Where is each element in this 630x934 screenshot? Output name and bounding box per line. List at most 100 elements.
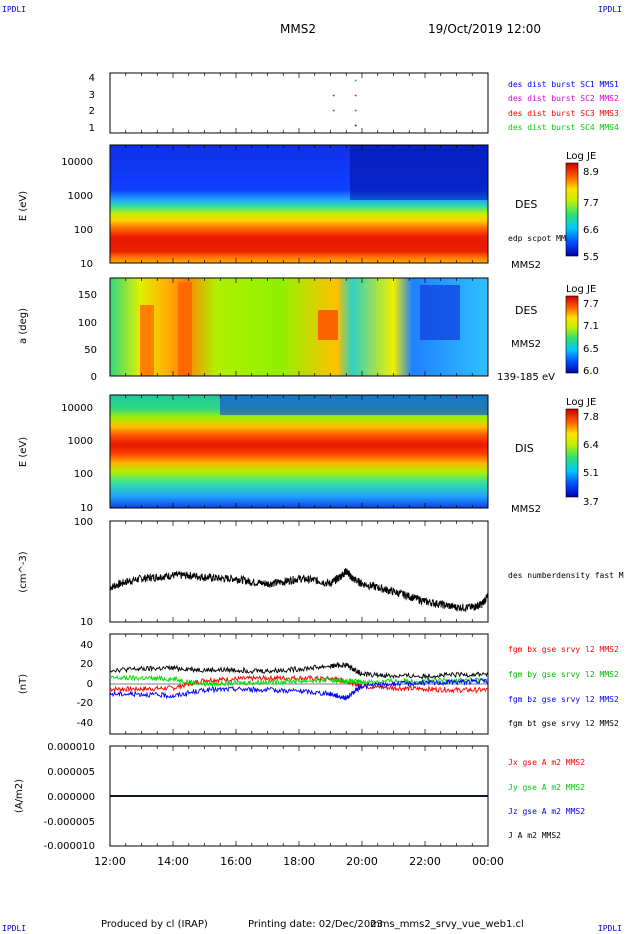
current-ytick: 0.000005 [47, 767, 95, 778]
des-pitch-hot-band [178, 282, 192, 376]
density-ylabel: (cm^-3) [18, 551, 29, 592]
des-energy-panel: 10000 1000 100 10 E (eV) DES edp scpot M… [18, 144, 599, 271]
des-pitch-cold-region [420, 285, 460, 340]
legend-burst-mms1: des dist burst SC1 MMS1 [508, 80, 619, 89]
burst-ytick: 1 [89, 123, 95, 134]
des-energy-ytick: 100 [74, 225, 93, 236]
current-ytick: 0.000010 [47, 742, 95, 753]
bfield-ylabel: (nT) [18, 674, 29, 694]
des-pitch-spacecraft: MMS2 [511, 339, 541, 350]
bfield-ytick: 40 [80, 640, 93, 651]
dis-energy-low-flux [220, 395, 488, 415]
dis-energy-colorbar [565, 408, 579, 498]
legend-bx: fgm bx gse srvy l2 MMS2 [508, 645, 619, 654]
density-ytick: 100 [74, 517, 93, 528]
des-pitch-panel: 150 100 50 0 a (deg) DES MMS2 139-185 eV… [18, 277, 599, 383]
legend-burst-mms2: des dist burst SC2 MMS2 [508, 94, 619, 103]
time-tick-label: 20:00 [346, 855, 378, 868]
des-energy-dark-region [350, 145, 488, 200]
des-pitch-ytick: 50 [84, 345, 97, 356]
des-pitch-cbar-title: Log JE [566, 284, 596, 295]
dis-energy-ytick: 1000 [68, 436, 93, 447]
des-pitch-energy-range: 139-185 eV [497, 372, 555, 383]
des-pitch-ytick: 0 [91, 372, 97, 383]
des-pitch-cbar-tick: 6.5 [583, 344, 599, 355]
dis-energy-ytick: 100 [74, 469, 93, 480]
burst-ytick: 2 [89, 106, 95, 117]
dis-energy-cbar-tick: 7.8 [583, 412, 599, 423]
time-tick-label: 22:00 [409, 855, 441, 868]
des-pitch-hot-band [140, 305, 154, 376]
des-pitch-hot-band [318, 310, 338, 340]
legend-j: J A m2 MMS2 [508, 831, 561, 840]
des-energy-cbar-tick: 7.7 [583, 198, 599, 209]
series-line [109, 661, 489, 680]
des-energy-instrument: DES [515, 198, 537, 211]
corner-mark-bottom-right: IPDLI [597, 924, 622, 933]
des-energy-ytick: 10 [80, 259, 93, 270]
current-ylabel: (A/m2) [14, 779, 25, 813]
series-line [109, 677, 489, 701]
footer-filename: mms_mms2_srvy_vue_web1.cl [370, 919, 524, 930]
legend-jx: Jx gse A m2 MMS2 [508, 758, 585, 767]
dis-energy-cbar-title: Log JE [566, 397, 596, 408]
burst-point [332, 94, 335, 97]
des-pitch-ytick: 150 [78, 290, 97, 301]
des-energy-spacecraft: MMS2 [511, 260, 541, 271]
time-tick-label: 16:00 [220, 855, 252, 868]
des-pitch-cbar-tick: 7.1 [583, 321, 599, 332]
dis-energy-ytick: 10000 [61, 403, 93, 414]
legend-burst-mms3: des dist burst SC3 MMS3 [508, 109, 619, 118]
des-energy-cbar-title: Log JE [566, 151, 596, 162]
corner-mark-bottom-left: IPDLI [2, 924, 27, 933]
legend-burst-mms4: des dist burst SC4 MMS4 [508, 123, 619, 132]
density-ytick: 10 [80, 617, 93, 628]
des-energy-overlay-label: edp scpot MMS2 [508, 234, 576, 243]
des-energy-cbar-tick: 5.5 [583, 252, 599, 263]
bfield-ytick: -20 [77, 698, 93, 709]
des-pitch-ytick: 100 [78, 318, 97, 329]
dis-energy-panel: 10000 1000 100 10 E (eV) DIS MMS2 Log JE… [18, 394, 599, 515]
bfield-ytick: 0 [87, 679, 93, 690]
spacecraft-title: MMS2 [280, 22, 316, 36]
time-axis: 12:00 14:00 16:00 18:00 20:00 22:00 00:0… [94, 73, 504, 868]
burst-point [354, 124, 357, 127]
des-pitch-ylabel: a (deg) [18, 308, 29, 344]
current-ytick: -0.000010 [44, 841, 95, 852]
density-panel: 100 10 (cm^-3) des numberdensity fast M [18, 517, 624, 628]
time-tick-label: 18:00 [283, 855, 315, 868]
dis-energy-ylabel: E (eV) [18, 437, 29, 467]
des-energy-cbar-tick: 8.9 [583, 167, 599, 178]
dis-energy-instrument: DIS [515, 442, 534, 455]
des-pitch-colorbar [565, 295, 579, 374]
current-ytick: -0.000005 [44, 817, 95, 828]
legend-bz: fgm bz gse srvy l2 MMS2 [508, 695, 619, 704]
density-frame [109, 520, 489, 623]
corner-mark-top-right: IPDLI [597, 5, 622, 14]
dis-energy-cbar-tick: 6.4 [583, 440, 599, 451]
time-tick-label: 14:00 [157, 855, 189, 868]
des-energy-colorbar [565, 162, 579, 257]
dis-energy-cbar-tick: 5.1 [583, 468, 599, 479]
series-line [109, 567, 489, 613]
legend-by: fgm by gse srvy l2 MMS2 [508, 670, 619, 679]
plot-canvas: 1 2 3 4 des dist burst SC1 MMS1 des dist… [14, 72, 624, 868]
current-ytick: 0.000000 [47, 792, 95, 803]
des-pitch-cbar-tick: 6.0 [583, 366, 599, 377]
des-energy-ytick: 1000 [68, 191, 93, 202]
time-tick-label: 00:00 [472, 855, 504, 868]
burst-point [332, 109, 335, 112]
burst-panel: 1 2 3 4 des dist burst SC1 MMS1 des dist… [89, 72, 619, 134]
dis-energy-cbar-tick: 3.7 [583, 497, 599, 508]
legend-jz: Jz gse A m2 MMS2 [508, 807, 585, 816]
burst-frame [109, 72, 489, 134]
corner-mark-top-left: IPDLI [2, 5, 27, 14]
bfield-ytick: 20 [80, 659, 93, 670]
des-energy-cbar-tick: 6.6 [583, 225, 599, 236]
current-panel: 0.000010 0.000005 0.000000 -0.000005 -0.… [14, 742, 585, 852]
burst-point [354, 94, 357, 97]
des-pitch-cbar-tick: 7.7 [583, 299, 599, 310]
burst-ytick: 4 [89, 73, 95, 84]
legend-jy: Jy gse A m2 MMS2 [508, 783, 585, 792]
burst-ytick: 3 [89, 90, 95, 101]
